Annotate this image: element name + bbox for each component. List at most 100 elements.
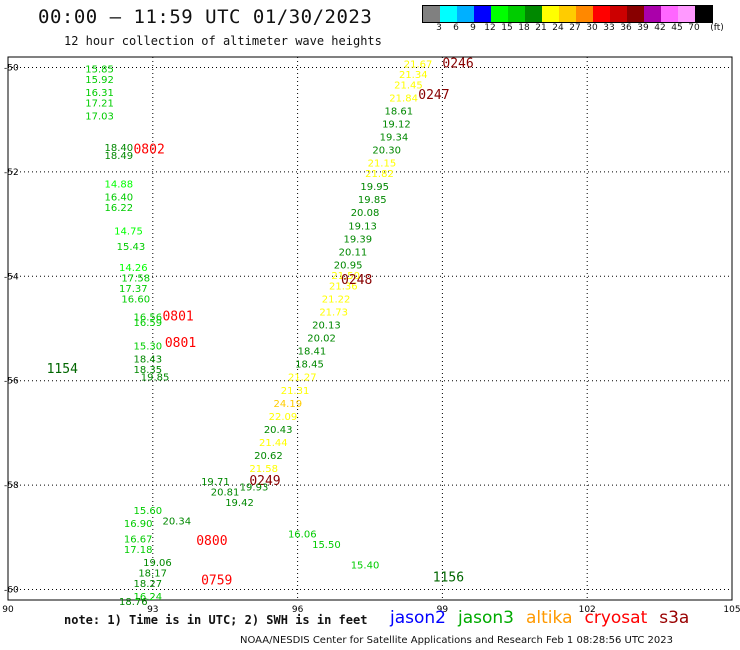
swh-value-label: 19.06 bbox=[143, 558, 172, 569]
footer-credit: NOAA/NESDIS Center for Satellite Applica… bbox=[240, 635, 673, 646]
colorbar bbox=[422, 5, 713, 23]
colorbar-label: 24 bbox=[552, 23, 564, 33]
track-time-label: 0249 bbox=[249, 474, 280, 489]
colorbar-swatch bbox=[610, 6, 627, 22]
colorbar-swatch bbox=[695, 6, 712, 22]
track-time-label: 0802 bbox=[133, 143, 164, 158]
colorbar-swatch bbox=[627, 6, 644, 22]
swh-value-label: 16.22 bbox=[105, 203, 134, 214]
swh-value-label: 21.34 bbox=[399, 70, 428, 81]
swh-value-label: 21.84 bbox=[389, 93, 418, 104]
swh-value-label: 15.85 bbox=[85, 65, 114, 76]
swh-value-label: 18.43 bbox=[133, 354, 162, 365]
swh-value-label: 20.95 bbox=[334, 260, 363, 271]
swh-value-label: 20.43 bbox=[264, 425, 293, 436]
swh-value-label: 20.02 bbox=[307, 334, 336, 345]
swh-value-label: 14.75 bbox=[114, 227, 143, 238]
colorbar-label: 39 bbox=[637, 23, 649, 33]
x-tick-label: 96 bbox=[292, 605, 304, 615]
swh-value-label: 18.41 bbox=[298, 347, 327, 358]
swh-value-label: 18.45 bbox=[295, 360, 324, 371]
swh-value-label: 20.81 bbox=[211, 488, 240, 499]
colorbar-label: 9 bbox=[470, 23, 476, 33]
swh-value-label: 16.67 bbox=[124, 535, 153, 546]
colorbar-label: 36 bbox=[620, 23, 632, 33]
swh-value-label: 19.12 bbox=[382, 119, 411, 130]
swh-value-label: 16.56 bbox=[133, 313, 162, 324]
swh-value-label: 14.26 bbox=[119, 263, 148, 274]
swh-value-label: 20.30 bbox=[372, 146, 401, 157]
track-time-label: 0800 bbox=[196, 534, 227, 549]
swh-value-label: 15.40 bbox=[351, 561, 380, 572]
y-tick-label: -60 bbox=[4, 586, 19, 596]
swh-value-label: 16.90 bbox=[124, 519, 153, 530]
x-tick-label: 93 bbox=[147, 605, 158, 615]
swh-value-label: 20.13 bbox=[312, 321, 341, 332]
y-tick-label: -52 bbox=[4, 168, 19, 178]
y-tick-label: -58 bbox=[4, 481, 19, 491]
swh-value-label: 14.88 bbox=[105, 180, 134, 191]
chart-title: 00:00 – 11:59 UTC 01/30/2023 bbox=[38, 6, 373, 28]
swh-value-label: 16.06 bbox=[288, 529, 317, 540]
legend-altika: altika bbox=[526, 608, 573, 628]
swh-value-label: 19.39 bbox=[343, 234, 372, 245]
colorbar-label: 33 bbox=[603, 23, 615, 33]
swh-value-label: 15.92 bbox=[85, 75, 114, 86]
swh-value-label: 15.50 bbox=[312, 540, 341, 551]
swh-value-label: 21.73 bbox=[319, 307, 348, 318]
track-time-label: 0759 bbox=[201, 573, 232, 588]
colorbar-label: 27 bbox=[569, 23, 581, 33]
swh-value-label: 16.59 bbox=[133, 318, 162, 329]
swh-value-label: 20.08 bbox=[351, 208, 380, 219]
swh-value-label: 19.93 bbox=[240, 482, 269, 493]
colorbar-swatch bbox=[508, 6, 525, 22]
swh-value-label: 21.36 bbox=[329, 281, 358, 292]
colorbar-swatch bbox=[474, 6, 491, 22]
swh-value-label: 19.85 bbox=[358, 195, 387, 206]
colorbar-label: 30 bbox=[586, 23, 598, 33]
swh-value-label: 17.18 bbox=[124, 545, 153, 556]
x-tick-label: 99 bbox=[437, 605, 449, 615]
swh-value-label: 21.58 bbox=[249, 464, 278, 475]
colorbar-label: 42 bbox=[654, 23, 666, 33]
track-time-label: 0247 bbox=[418, 88, 449, 103]
plot-frame bbox=[7, 56, 733, 601]
swh-value-label: 16.60 bbox=[121, 294, 150, 305]
swh-value-label: 16.24 bbox=[133, 592, 162, 603]
colorbar-swatch bbox=[440, 6, 457, 22]
swh-value-label: 20.11 bbox=[339, 247, 368, 258]
colorbar-swatch bbox=[644, 6, 661, 22]
colorbar-label: 6 bbox=[453, 23, 459, 33]
x-tick-label: 90 bbox=[2, 605, 14, 615]
swh-value-label: 16.40 bbox=[105, 193, 134, 204]
colorbar-label: 45 bbox=[671, 23, 683, 33]
swh-value-label: 19.85 bbox=[141, 373, 170, 384]
colorbar-label: 21 bbox=[535, 23, 547, 33]
swh-value-label: 20.62 bbox=[254, 451, 283, 462]
colorbar-swatch bbox=[542, 6, 559, 22]
track-time-label: 0246 bbox=[442, 56, 473, 71]
y-tick-label: -54 bbox=[4, 272, 19, 282]
satellite-legend: jason2 jason3 altika cryosat s3a bbox=[390, 608, 701, 628]
track-time-label: 1156 bbox=[433, 571, 464, 586]
swh-value-label: 21.22 bbox=[322, 294, 351, 305]
swh-value-label: 21.82 bbox=[365, 169, 394, 180]
swh-value-label: 18.17 bbox=[138, 569, 167, 580]
legend-s3a: s3a bbox=[659, 608, 690, 628]
swh-value-label: 18.40 bbox=[105, 143, 134, 154]
swh-value-label: 19.42 bbox=[225, 498, 254, 509]
swh-value-label: 15.43 bbox=[117, 242, 146, 253]
swh-value-label: 22.09 bbox=[269, 412, 298, 423]
colorbar-label: 3 bbox=[436, 23, 442, 33]
swh-value-label: 21.44 bbox=[259, 438, 288, 449]
swh-value-label: 24.19 bbox=[273, 399, 302, 410]
colorbar-label: (ft) bbox=[710, 23, 724, 33]
swh-value-label: 21.45 bbox=[394, 80, 423, 91]
swh-value-label: 18.49 bbox=[105, 151, 134, 162]
swh-value-label: 18.76 bbox=[119, 597, 148, 608]
swh-value-label: 21.15 bbox=[368, 159, 397, 170]
swh-value-label: 18.27 bbox=[133, 579, 162, 590]
footer-note: note: 1) Time is in UTC; 2) SWH is in fe… bbox=[64, 613, 368, 627]
x-tick-label: 102 bbox=[579, 605, 596, 615]
